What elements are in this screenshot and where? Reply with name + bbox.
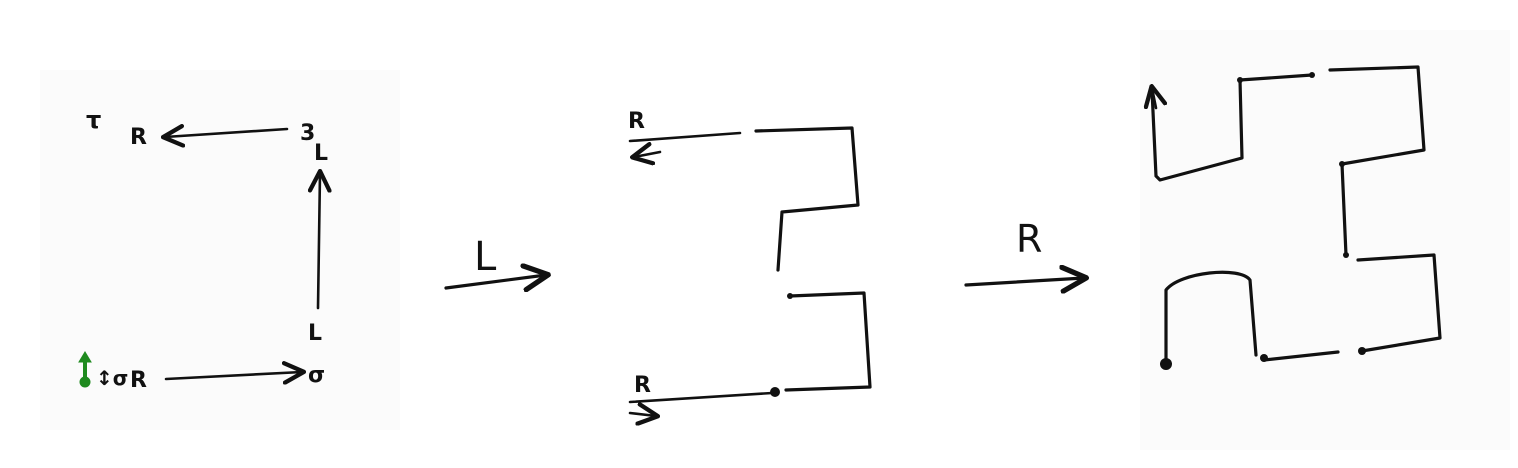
panel-1-top-right-sub: L xyxy=(314,141,328,166)
panel-1-top-left-label: R xyxy=(130,125,147,150)
transition-1: L xyxy=(444,234,546,288)
panel-1-bottom-arrow xyxy=(164,372,302,379)
panel-1-bottom-left-glyph: ↕σ xyxy=(96,366,128,390)
panel-2-top-arrow xyxy=(634,152,662,157)
panel-2-end-dot xyxy=(770,387,780,397)
paper-panel-1 xyxy=(40,70,400,430)
panel-2-mid-dot xyxy=(787,293,793,299)
panel-2-top-label: R xyxy=(628,109,645,134)
panel-2-bottom-arrow xyxy=(628,413,656,416)
panel-3-bottom xyxy=(1262,350,1340,362)
panel-2-upper-bracket xyxy=(754,126,860,272)
panel-3-right-lower xyxy=(1356,253,1442,353)
panel-3-upper-path xyxy=(1150,73,1314,182)
transition-2-arrow xyxy=(964,278,1084,285)
panel-3-dot-3 xyxy=(1339,161,1345,167)
panel-3-top-right xyxy=(1328,65,1426,257)
start-marker-icon xyxy=(78,351,92,388)
panel-1-bottom-right-glyph: σ xyxy=(308,363,325,388)
panel-2-bottom-segment xyxy=(628,391,774,404)
panel-3-dot-6 xyxy=(1260,354,1268,362)
paper-panel-3 xyxy=(1140,30,1510,450)
panel-3-end-dot xyxy=(1160,358,1172,370)
panel-3-curve xyxy=(1150,65,1442,370)
panel-3-dot-4 xyxy=(1343,252,1349,258)
transition-2-label: R xyxy=(1016,217,1042,261)
panel-1-top-arrow xyxy=(165,129,289,137)
panel-3-dot-5 xyxy=(1358,347,1366,355)
transition-2: R xyxy=(964,217,1084,285)
panel-1-bottom-left-label: R xyxy=(130,368,147,393)
transition-1-arrow xyxy=(444,275,546,288)
panel-3-left-lower xyxy=(1164,270,1258,364)
panel-2-lower-bracket xyxy=(784,291,872,392)
panel-1-top-right-label: 3 xyxy=(300,121,315,146)
panel-3-upper-arrow xyxy=(1152,88,1156,110)
panel-1-top-left-glyph: τ xyxy=(86,106,101,134)
panel-2-bottom-label: R xyxy=(634,373,651,398)
panel-3-dot-2 xyxy=(1309,72,1315,78)
panel-1-right-arrow xyxy=(318,173,320,310)
panel-2-top-segment xyxy=(628,131,742,143)
panel-1-bottom-right-label: L xyxy=(308,321,322,346)
panel-3-dot-1 xyxy=(1237,77,1243,83)
panel-2-curve: R R xyxy=(628,109,872,416)
panel-1-square-path: τ R 3 L L σ ↕σ R xyxy=(78,106,328,393)
transition-1-label: L xyxy=(474,234,497,280)
